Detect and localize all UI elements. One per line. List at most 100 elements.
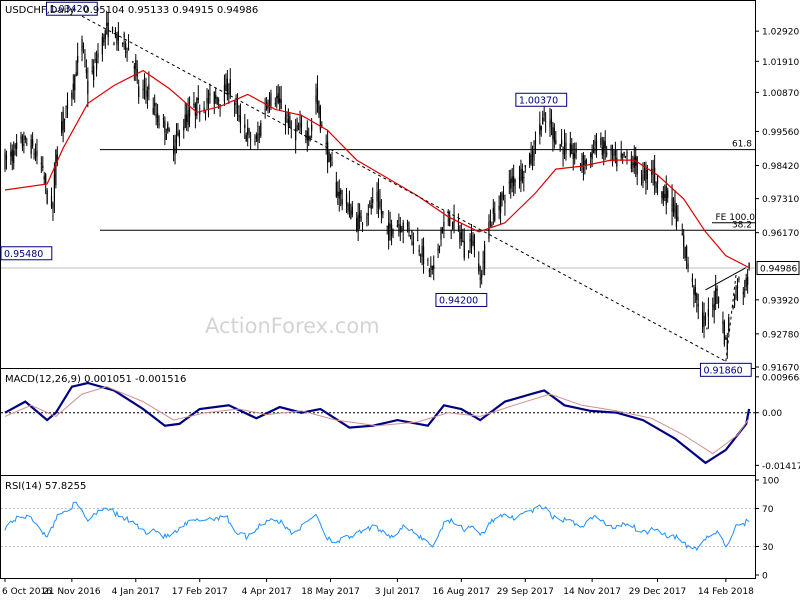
candle-body xyxy=(379,200,381,208)
price-callout-label: 1.00370 xyxy=(519,95,558,106)
candle-body xyxy=(143,84,146,87)
candle-body xyxy=(408,227,410,233)
candle-body xyxy=(441,228,444,234)
candle-body xyxy=(418,249,420,252)
candle-body xyxy=(530,154,532,164)
symbol-label: USDCHF,Daily xyxy=(5,5,75,16)
candle-body xyxy=(218,100,220,101)
candle-body xyxy=(601,147,603,156)
candle-body xyxy=(125,43,127,50)
candle-body xyxy=(236,103,239,108)
candle-body xyxy=(478,263,480,272)
candle-body xyxy=(533,151,535,161)
candle-body xyxy=(36,150,38,156)
fib-level-label: 61.8 xyxy=(732,140,752,150)
candle-body xyxy=(603,140,605,154)
candle-body xyxy=(488,222,490,239)
candle-body xyxy=(440,228,442,240)
candle-body xyxy=(501,192,503,200)
candle-body xyxy=(469,238,471,242)
candle-body xyxy=(620,152,622,158)
candle-body xyxy=(726,338,728,350)
x-tick-label: 29 Sep 2017 xyxy=(497,587,554,597)
x-tick-label: 17 Feb 2017 xyxy=(172,587,228,597)
candle-body xyxy=(23,144,25,146)
candle-body xyxy=(470,235,473,249)
candle-body xyxy=(462,240,464,243)
candle-body xyxy=(11,149,13,161)
candle-body xyxy=(392,229,394,235)
candle-body xyxy=(459,231,461,242)
candle-body xyxy=(479,277,481,280)
candle-body xyxy=(713,303,715,311)
macd-line xyxy=(4,381,751,465)
candle-body xyxy=(494,213,496,221)
candle-body xyxy=(42,165,44,168)
candle-body xyxy=(684,246,686,259)
candle-body xyxy=(662,191,664,201)
price-callout-box xyxy=(0,246,53,261)
candle-body xyxy=(386,225,388,228)
candle-body xyxy=(117,31,119,41)
candle-body xyxy=(555,139,557,144)
candle-body xyxy=(472,240,474,245)
candle-body xyxy=(356,217,358,231)
candle-body xyxy=(126,51,128,54)
candle-body xyxy=(473,234,476,250)
candle-body xyxy=(82,45,85,49)
candle-body xyxy=(136,69,138,77)
macd-tick-label: 0.00 xyxy=(762,409,782,419)
candle-body xyxy=(187,109,189,125)
candle-body xyxy=(239,114,242,125)
candle-body xyxy=(13,150,15,164)
candle-body xyxy=(686,245,688,258)
candle-body xyxy=(693,288,695,295)
price-tick-label: 0.96170 xyxy=(762,229,799,239)
price-tick-label: 0.93920 xyxy=(762,296,799,306)
candle-body xyxy=(595,139,598,152)
candle-body xyxy=(504,200,506,204)
candle-body xyxy=(116,35,118,45)
candle-body xyxy=(268,97,271,107)
candle-body xyxy=(613,154,615,156)
x-tick-label: 21 Nov 2016 xyxy=(43,587,101,597)
candle-body xyxy=(111,27,114,32)
candle-body xyxy=(321,124,323,127)
candle-body xyxy=(229,79,231,95)
candle-body xyxy=(309,136,311,138)
candle-body xyxy=(623,152,625,157)
candle-body xyxy=(30,139,32,154)
candle-body xyxy=(81,38,83,52)
candle-body xyxy=(401,231,403,233)
candle-body xyxy=(114,29,117,37)
candle-body xyxy=(295,128,297,141)
candle-body xyxy=(369,202,371,205)
candle-body xyxy=(206,97,208,103)
candle-body xyxy=(633,157,635,168)
candle-body xyxy=(174,139,176,155)
candle-body xyxy=(267,106,269,109)
candle-body xyxy=(318,101,320,115)
candle-body xyxy=(316,88,319,105)
candle-body xyxy=(24,136,26,140)
candle-body xyxy=(277,93,279,103)
candle-body xyxy=(329,157,332,161)
candle-body xyxy=(624,156,627,157)
current-price-label: 0.94986 xyxy=(760,265,797,275)
candle-body xyxy=(735,287,737,299)
candle-body xyxy=(411,230,413,233)
price-tick-label: 0.97310 xyxy=(762,195,799,205)
svg-text:USDCHF,Daily 0.95104 0.951: USDCHF,Daily 0.95104 0.95133 0.94915 0.9… xyxy=(5,5,258,16)
rsi-pane-frame xyxy=(0,475,756,579)
candle-body xyxy=(523,176,525,179)
candle-body xyxy=(255,136,258,139)
candle-body xyxy=(213,92,215,105)
candle-body xyxy=(630,158,632,169)
candle-body xyxy=(196,98,198,116)
candle-body xyxy=(77,56,79,63)
candle-body xyxy=(747,276,749,285)
price-tick-label: 0.99560 xyxy=(762,128,799,138)
candle-body xyxy=(20,136,22,139)
candle-body xyxy=(133,66,135,69)
